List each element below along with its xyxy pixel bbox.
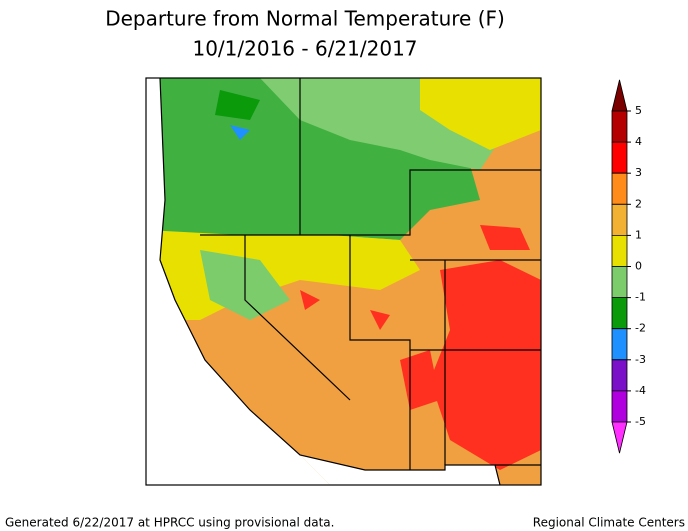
colorbar-tick-label: -5 xyxy=(635,415,646,428)
colorbar-segment xyxy=(611,234,628,267)
colorbar-segment xyxy=(611,297,628,330)
colorbar-segment xyxy=(611,172,628,205)
colorbar-segment xyxy=(611,421,628,454)
footer-right: Regional Climate Centers xyxy=(533,516,685,530)
colorbar-tick-label: -2 xyxy=(635,322,646,335)
colorbar-segment xyxy=(611,79,628,112)
colorbar-tick-label: -1 xyxy=(635,291,646,304)
colorbar-segment xyxy=(611,110,628,143)
colorbar-tick-label: 2 xyxy=(635,197,642,210)
colorbar-tick-label: -4 xyxy=(635,384,646,397)
colorbar-segment xyxy=(611,328,628,361)
title-line: Departure from Normal Temperature (F) xyxy=(105,7,505,31)
colorbar-tick-label: 4 xyxy=(635,135,642,148)
colorbar-segment xyxy=(611,390,628,423)
colorbar: 5 4 3 2 1 0 -1 -2 -3 -4 -5 xyxy=(611,79,646,454)
colorbar-segment xyxy=(611,359,628,392)
title-line: 10/1/2016 - 6/21/2017 xyxy=(192,37,417,61)
colorbar-tick-label: 0 xyxy=(635,260,642,273)
colorbar-segment xyxy=(611,203,628,236)
colorbar-tick-label: 1 xyxy=(635,228,642,241)
map xyxy=(145,77,542,486)
colorbar-segment xyxy=(611,266,628,299)
colorbar-tick-label: -3 xyxy=(635,353,646,366)
colorbar-segment xyxy=(611,141,628,174)
footer-left: Generated 6/22/2017 at HPRCC using provi… xyxy=(5,516,334,530)
colorbar-tick-label: 3 xyxy=(635,166,642,179)
colorbar-tick-label: 5 xyxy=(635,104,642,117)
